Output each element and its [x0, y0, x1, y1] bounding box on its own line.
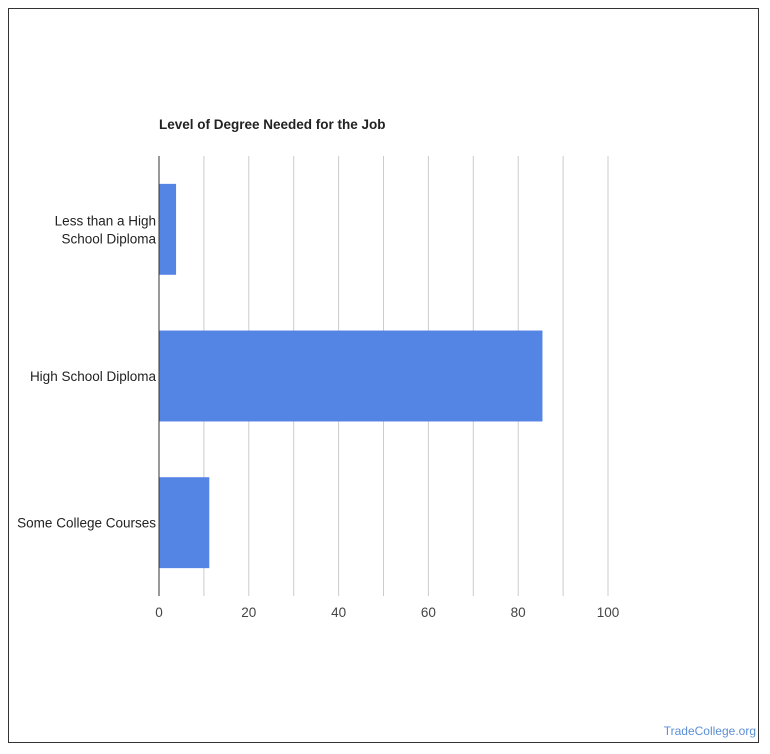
bars: [159, 183, 543, 569]
bar[interactable]: [159, 183, 177, 275]
x-tick-label: 0: [155, 605, 163, 620]
category-label: High School Diploma: [30, 369, 157, 384]
x-tick-label: 40: [331, 605, 346, 620]
bar[interactable]: [159, 330, 543, 422]
category-label: Less than a High School Diploma: [55, 213, 157, 246]
x-tick-labels: 0 20 40 60 80 100: [155, 605, 619, 620]
category-labels: Less than a High School Diploma High Schoo…: [17, 213, 156, 530]
category-label: Some College Courses: [17, 516, 156, 531]
x-tick-label: 100: [597, 605, 620, 620]
x-tick-label: 80: [511, 605, 526, 620]
x-tick-label: 20: [241, 605, 256, 620]
chart-title: Level of Degree Needed for the Job: [159, 117, 386, 132]
watermark-link[interactable]: TradeCollege.org: [663, 724, 756, 738]
x-tick-label: 60: [421, 605, 436, 620]
bar[interactable]: [159, 477, 210, 569]
